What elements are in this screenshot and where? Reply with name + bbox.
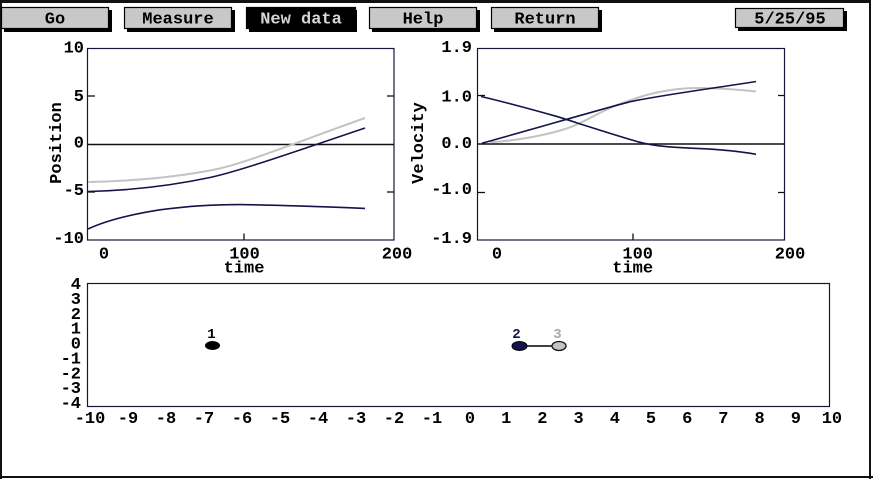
svg-text:Return: Return xyxy=(514,11,575,30)
svg-text:time: time xyxy=(612,260,653,279)
svg-text:5/25/95: 5/25/95 xyxy=(754,11,825,30)
svg-text:2: 2 xyxy=(512,327,520,343)
svg-text:100: 100 xyxy=(622,246,653,265)
svg-text:7: 7 xyxy=(718,410,728,429)
svg-text:-4: -4 xyxy=(308,410,328,429)
svg-text:4: 4 xyxy=(610,410,620,429)
svg-text:-1.9: -1.9 xyxy=(431,230,472,249)
svg-text:Velocity: Velocity xyxy=(410,102,429,184)
svg-text:-3: -3 xyxy=(346,410,366,429)
svg-text:0: 0 xyxy=(99,246,109,265)
svg-text:0: 0 xyxy=(492,246,502,265)
svg-text:Position: Position xyxy=(48,102,67,184)
svg-text:2: 2 xyxy=(537,410,547,429)
svg-text:Go: Go xyxy=(45,11,65,30)
svg-text:-4: -4 xyxy=(61,395,81,414)
svg-text:2: 2 xyxy=(71,306,81,325)
svg-text:200: 200 xyxy=(382,246,413,265)
svg-text:-10: -10 xyxy=(53,230,84,249)
svg-text:0: 0 xyxy=(465,410,475,429)
svg-text:10: 10 xyxy=(64,39,84,58)
svg-text:9: 9 xyxy=(791,410,801,429)
svg-text:-7: -7 xyxy=(194,410,214,429)
svg-text:1: 1 xyxy=(71,321,81,340)
svg-text:4: 4 xyxy=(71,276,81,295)
svg-text:New data: New data xyxy=(260,11,342,30)
svg-text:-2: -2 xyxy=(384,410,404,429)
svg-text:-1: -1 xyxy=(422,410,442,429)
svg-text:1: 1 xyxy=(501,410,511,429)
svg-text:-1.0: -1.0 xyxy=(431,181,472,200)
svg-text:1.0: 1.0 xyxy=(441,89,472,108)
svg-text:5: 5 xyxy=(646,410,656,429)
svg-text:200: 200 xyxy=(775,246,806,265)
svg-text:1: 1 xyxy=(207,327,215,343)
svg-text:10: 10 xyxy=(822,410,842,429)
svg-text:6: 6 xyxy=(682,410,692,429)
svg-text:-10: -10 xyxy=(75,410,106,429)
svg-text:8: 8 xyxy=(754,410,764,429)
svg-text:Measure: Measure xyxy=(142,11,213,30)
svg-text:-1: -1 xyxy=(61,351,81,370)
svg-text:5: 5 xyxy=(74,88,84,107)
svg-text:Help: Help xyxy=(403,11,444,30)
svg-text:3: 3 xyxy=(573,410,583,429)
svg-text:1.9: 1.9 xyxy=(441,39,472,58)
svg-text:time: time xyxy=(224,260,265,279)
svg-text:3: 3 xyxy=(71,291,81,310)
svg-text:0.0: 0.0 xyxy=(441,135,472,154)
svg-text:-5: -5 xyxy=(270,410,290,429)
svg-text:0: 0 xyxy=(71,336,81,355)
svg-text:-6: -6 xyxy=(232,410,252,429)
svg-text:-2: -2 xyxy=(61,365,81,384)
svg-text:-8: -8 xyxy=(156,410,176,429)
svg-text:3: 3 xyxy=(553,327,561,343)
svg-text:-5: -5 xyxy=(64,182,84,201)
svg-text:0: 0 xyxy=(74,134,84,153)
svg-text:100: 100 xyxy=(229,246,260,265)
svg-text:-9: -9 xyxy=(118,410,138,429)
svg-text:-3: -3 xyxy=(61,380,81,399)
